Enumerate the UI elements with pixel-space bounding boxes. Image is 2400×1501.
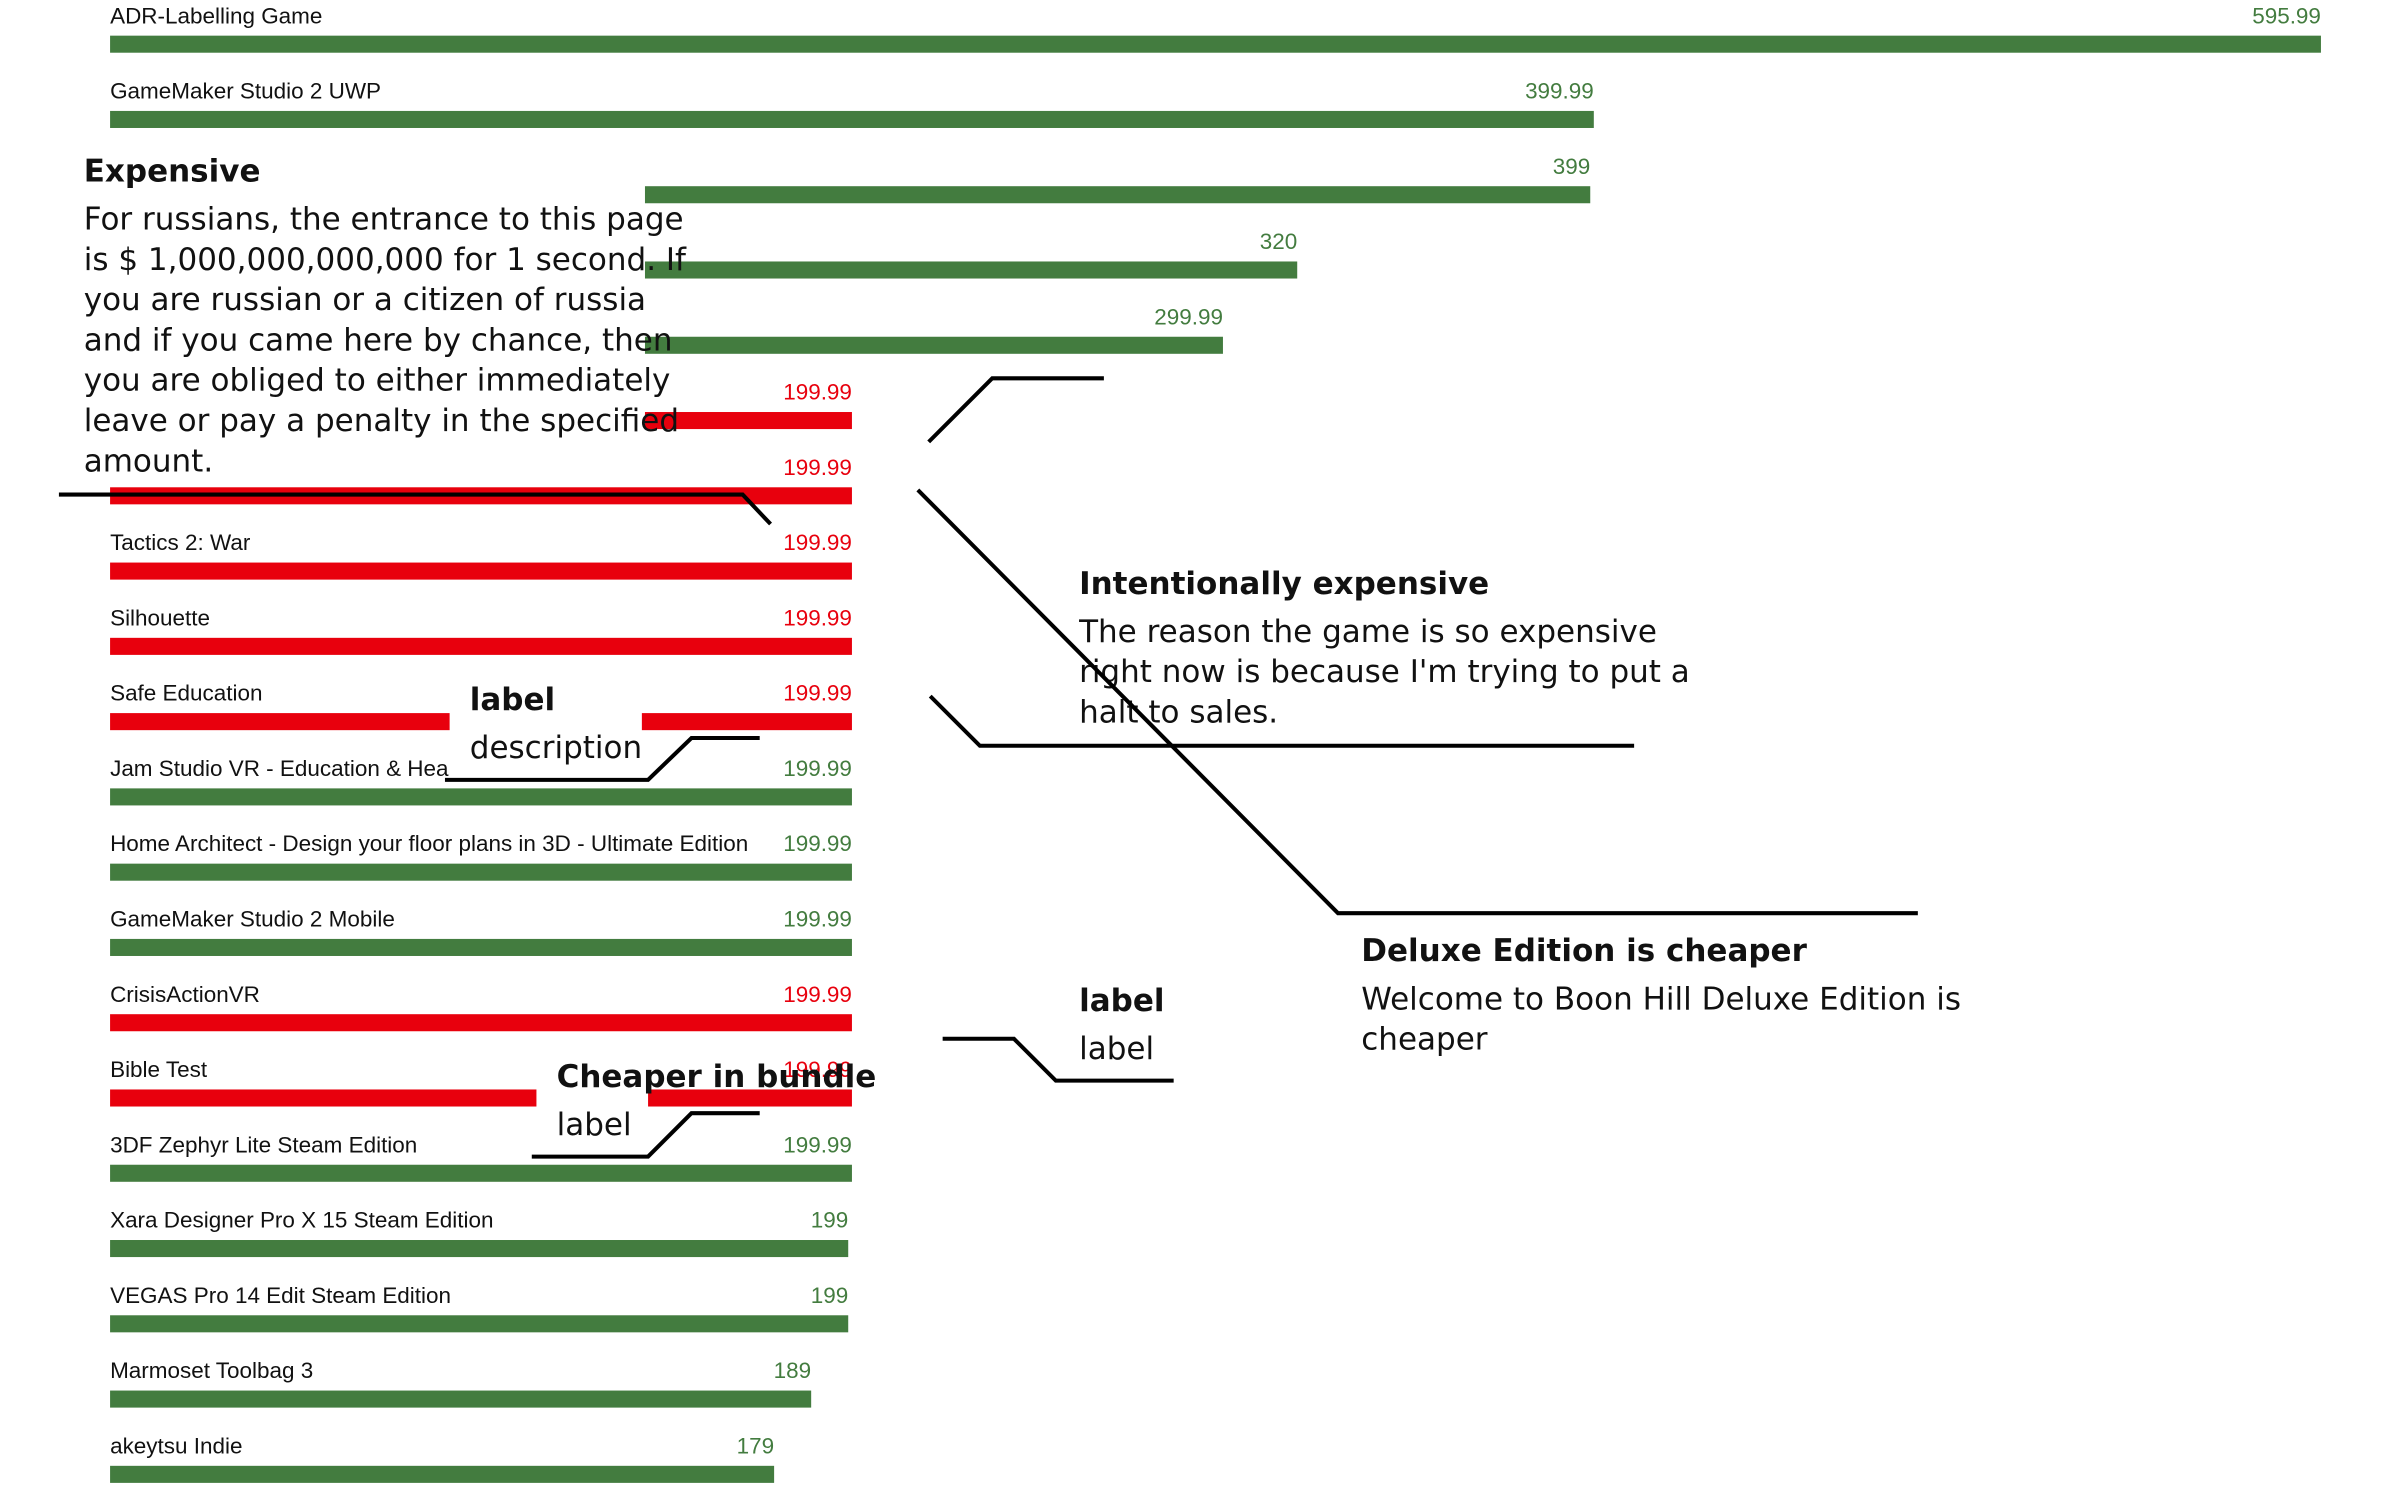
annotation-label-connector <box>444 735 760 782</box>
annotation-label-body: description <box>470 730 642 766</box>
bar-label: Safe Education <box>110 681 262 706</box>
annotation-cheaper-in-bundle: Cheaper in bundle label <box>531 1057 877 1159</box>
bar-value-label: 179 <box>737 1433 775 1458</box>
annotation-expensive-line-7: amount. <box>84 443 213 479</box>
annotation-expensive: Expensive For russians, the entrance to … <box>58 145 773 526</box>
bar <box>110 863 852 881</box>
annotation-deluxe-title: Deluxe Edition is cheaper <box>1361 933 1807 969</box>
annotation-expensive-line-5: you are obliged to either immediately <box>84 363 671 399</box>
bar <box>110 1240 849 1258</box>
bar-value-label: 399 <box>1553 154 1590 179</box>
bar-label: GameMaker Studio 2 UWP <box>110 79 381 104</box>
bar-label: Jam Studio VR - Education & Healt <box>110 756 460 781</box>
annotation-intentional-title: Intentionally expensive <box>1079 566 1489 602</box>
annotation-deluxe-line-1: Welcome to Boon Hill Deluxe Edition is <box>1361 981 1961 1017</box>
bar-value-label: 199.99 <box>783 681 852 706</box>
bar <box>110 110 1594 128</box>
connector-top <box>927 376 1104 444</box>
annotation-intentional-line-2: right now is because I'm trying to put a <box>1079 654 1690 690</box>
bar-value-label: 199.99 <box>783 605 852 630</box>
bar <box>110 562 852 580</box>
annotation-label-right-title: label <box>1079 983 1164 1019</box>
bar-label: Tactics 2: War <box>110 530 251 555</box>
annotation-expensive-line-1: For russians, the entrance to this page <box>84 201 684 237</box>
annotation-label-right: label label <box>942 983 1174 1083</box>
bar <box>110 1164 852 1182</box>
bar <box>110 637 852 655</box>
annotation-deluxe-line-2: cheaper <box>1361 1022 1488 1058</box>
annotation-backdrop <box>77 145 645 484</box>
bar-value-label: 199.99 <box>783 530 852 555</box>
annotation-bundle-connector <box>531 1111 760 1159</box>
bar-label: GameMaker Studio 2 Mobile <box>110 907 395 932</box>
bar-value-label: 199.99 <box>783 756 852 781</box>
annotation-deluxe-edition: Deluxe Edition is cheaper Welcome to Boo… <box>916 488 1961 1058</box>
bar-label: ADR-Labelling Game <box>110 3 322 28</box>
bar <box>110 1315 849 1333</box>
bar-value-label: 299.99 <box>1154 304 1223 329</box>
annotation-expensive-line-4: and if you came here by chance, then <box>84 322 673 358</box>
annotation-bundle-body: label <box>557 1107 632 1143</box>
annotation-expensive-line-6: leave or pay a penalty in the specified <box>84 403 679 439</box>
annotation-intentional-line-3: halt to sales. <box>1079 694 1278 730</box>
annotation-label-right-connector <box>942 1036 1174 1083</box>
bar-label: CrisisActionVR <box>110 982 260 1007</box>
bar-value-label: 320 <box>1260 229 1298 254</box>
bars-layer: ADR-Labelling Game 595.99 GameMaker Studio… <box>110 3 2321 1483</box>
bar <box>110 35 2321 53</box>
annotation-expensive-line-3: you are russian or a citizen of russia <box>84 282 646 318</box>
bar-value-label: 199.99 <box>783 982 852 1007</box>
bar-value-label: 199.99 <box>783 831 852 856</box>
bar-label: Silhouette <box>110 605 210 630</box>
bar <box>110 938 852 956</box>
bar-value-label: 189 <box>774 1358 812 1383</box>
bar-label: VEGAS Pro 14 Edit Steam Edition <box>110 1283 451 1308</box>
bar <box>110 1089 852 1107</box>
bar-value-label: 199.99 <box>783 1132 852 1157</box>
annotation-expensive-title: Expensive <box>84 153 261 189</box>
bar-value-label: 399.99 <box>1525 79 1594 104</box>
annotation-expensive-connector <box>58 492 773 526</box>
bar <box>110 788 852 806</box>
annotation-label-description: label description <box>444 669 760 782</box>
annotation-intentional-line-1: The reason the game is so expensive <box>1078 614 1657 650</box>
bar-value-label: 199.99 <box>783 455 852 480</box>
bar-label: Home Architect - Design your floor plans… <box>110 831 748 856</box>
annotation-bundle-title: Cheaper in bundle <box>557 1059 877 1095</box>
annotation-backdrop <box>536 1057 649 1154</box>
bar-value-label: 595.99 <box>2252 3 2321 28</box>
bar <box>110 1465 775 1483</box>
annotation-intentionally-expensive: Intentionally expensive The reason the g… <box>928 566 1690 748</box>
annotation-backdrop <box>449 669 642 779</box>
bar-label: 3DF Zephyr Lite Steam Edition <box>110 1132 417 1157</box>
bar <box>110 1390 812 1408</box>
bar-value-label: 199.99 <box>783 380 852 405</box>
annotation-label-title: label <box>470 682 555 718</box>
bar-label: Marmoset Toolbag 3 <box>110 1358 313 1383</box>
bar-label: Xara Designer Pro X 15 Steam Edition <box>110 1208 493 1233</box>
annotation-intentional-connector <box>928 694 1635 748</box>
bar-label: akeytsu Indie <box>110 1433 242 1458</box>
annotations-layer: Expensive For russians, the entrance to … <box>58 145 1961 1159</box>
bar <box>110 1014 852 1032</box>
annotation-deluxe-connector <box>916 488 1918 916</box>
annotation-expensive-line-2: is $ 1,000,000,000,000 for 1 second. If <box>84 242 687 278</box>
bar-value-label: 199.99 <box>783 907 852 932</box>
bar-label: Bible Test <box>110 1057 208 1082</box>
bar-value-label: 199 <box>811 1208 849 1233</box>
bar-value-label: 199.99 <box>783 1057 852 1082</box>
annotation-label-right-body: label <box>1079 1031 1154 1067</box>
bar-value-label: 199 <box>811 1283 849 1308</box>
